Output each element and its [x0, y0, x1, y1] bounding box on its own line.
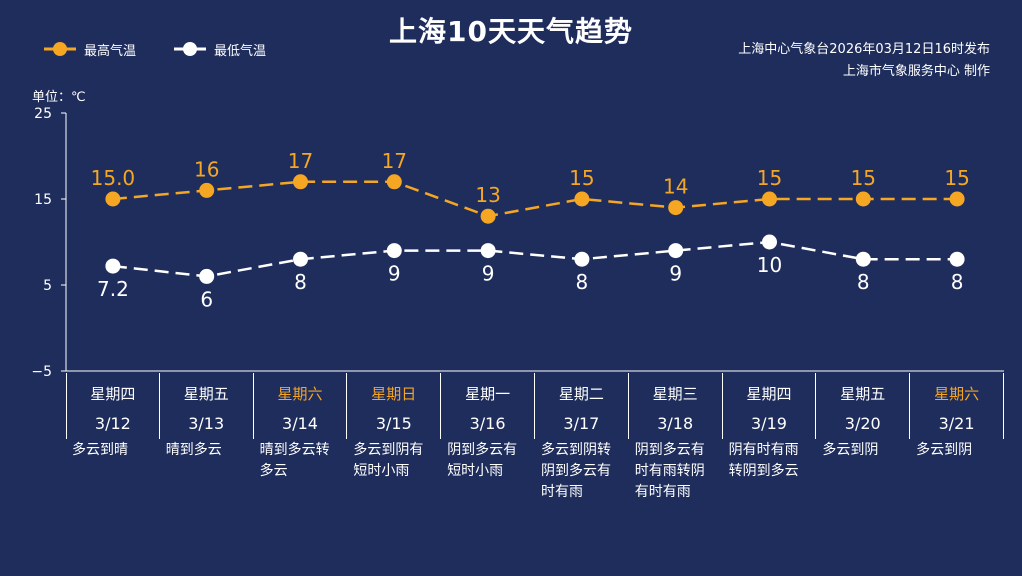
- day-column: 星期六 3/14: [254, 373, 348, 439]
- high-temp-point: [574, 191, 590, 207]
- weather-description: 晴到多云转多云: [259, 442, 330, 479]
- high-temp-point: [855, 191, 871, 207]
- high-temp-point: [668, 200, 684, 216]
- high-temp-point: [105, 191, 121, 207]
- low-temp-label: 9: [482, 262, 495, 286]
- high-temp-point: [293, 174, 308, 190]
- weather-description: 多云到阴有短时小雨: [353, 442, 424, 479]
- low-temp-point: [293, 251, 308, 267]
- low-temp-point: [105, 258, 121, 274]
- weather-description: 多云到阴: [822, 442, 879, 458]
- low-temp-point: [668, 243, 684, 259]
- high-temp-label: 15: [851, 166, 876, 190]
- day-column: 星期五 3/20: [816, 373, 911, 439]
- weather-desc-row: 多云到晴 晴到多云 晴到多云转多云 多云到阴有短时小雨 阴到多云有短时小雨 多云到阴转阴到…: [66, 440, 1004, 503]
- date-label: 3/16: [469, 414, 506, 433]
- day-column: 星期五 3/13: [160, 373, 254, 439]
- low-temp-label: 9: [669, 262, 682, 286]
- weather-description: 多云到晴: [72, 442, 128, 458]
- date-label: 3/15: [375, 414, 412, 433]
- high-temp-point: [199, 182, 215, 198]
- weather-description: 阴到多云有时有雨转阴有时有雨: [634, 442, 705, 500]
- low-temp-label: 8: [294, 270, 307, 294]
- high-temp-point: [949, 191, 965, 207]
- low-temp-label: 8: [857, 270, 870, 294]
- low-temp-label: 7.2: [97, 277, 129, 301]
- date-label: 3/20: [844, 414, 881, 433]
- weather-description: 多云到阴转阴到多云有时有雨: [540, 442, 611, 500]
- low-temp-line: [112, 240, 958, 278]
- weekday-label: 星期二: [558, 385, 604, 403]
- weather-description: 阴有时有雨转阴到多云: [728, 442, 799, 479]
- day-column: 星期四 3/19: [723, 373, 817, 439]
- weather-description: 晴到多云: [165, 442, 222, 458]
- low-temp-point: [949, 251, 965, 267]
- weekday-label: 星期六: [934, 385, 980, 403]
- weekday-label: 星期五: [183, 385, 229, 403]
- weekday-label: 星期三: [652, 385, 698, 403]
- date-label: 3/19: [751, 414, 787, 433]
- legend-low-label: 最低气温: [214, 43, 267, 59]
- low-temp-label: 9: [388, 262, 401, 286]
- weekday-label: 星期四: [90, 385, 136, 403]
- maker-text: 上海市气象服务中心 制作: [842, 64, 990, 79]
- weekday-label: 星期日: [371, 385, 417, 403]
- date-label: 3/12: [94, 414, 131, 433]
- day-column: 星期三 3/18: [629, 373, 723, 439]
- page-title: 上海10天天气趋势: [389, 15, 633, 48]
- high-temp-label: 17: [288, 149, 313, 173]
- day-table: 星期四 3/12 星期五 3/13 星期六 3/14 星期日 3/15 星期一 3/16 星期二 3/…: [66, 373, 1004, 439]
- day-column: 星期四 3/12: [66, 373, 160, 439]
- low-temp-point: [199, 268, 215, 284]
- low-temp-point: [855, 251, 871, 267]
- low-temp-label: 10: [757, 253, 782, 277]
- high-temp-label: 15: [944, 166, 969, 190]
- day-column: 星期二 3/17: [535, 373, 629, 439]
- unit-label: 单位：℃: [32, 90, 86, 105]
- legend-high: 最高气温: [42, 38, 136, 60]
- legend-high-marker-icon: [44, 42, 76, 56]
- low-temp-label: 8: [576, 270, 589, 294]
- low-temp-point: [480, 243, 496, 259]
- date-label: 3/13: [188, 414, 225, 433]
- high-temp-line: [112, 180, 958, 218]
- low-temp-label: 8: [951, 270, 964, 294]
- weather-description: 阴到多云有短时小雨: [447, 442, 518, 479]
- weekday-label: 星期五: [840, 385, 886, 403]
- legend-high-label: 最高气温: [84, 43, 137, 59]
- weekday-label: 星期六: [277, 385, 323, 403]
- issuer-text: 上海中心气象台2026年03月12日16时发布: [738, 42, 990, 57]
- day-column: 星期六 3/21: [910, 373, 1004, 439]
- high-temp-label: 16: [194, 157, 219, 181]
- low-temp-point: [574, 251, 590, 267]
- high-temp-label: 15.0: [91, 166, 136, 190]
- low-temp-point: [762, 234, 777, 250]
- weekday-label: 星期四: [746, 385, 792, 403]
- date-label: 3/18: [657, 414, 694, 433]
- low-temp-label: 6: [200, 287, 213, 311]
- y-tick-label: 5: [43, 278, 52, 294]
- low-temp-point: [386, 243, 402, 259]
- date-label: 3/17: [563, 414, 600, 433]
- high-temp-point: [480, 208, 496, 224]
- date-label: 3/21: [938, 414, 975, 433]
- high-temp-label: 15: [757, 166, 782, 190]
- weekday-label: 星期一: [465, 385, 511, 403]
- weather-description: 多云到阴: [916, 442, 973, 458]
- day-column: 星期一 3/16: [441, 373, 535, 439]
- legend-low-marker-icon: [174, 42, 206, 56]
- legend-low: 最低气温: [172, 38, 266, 60]
- high-temp-label: 14: [663, 175, 688, 199]
- high-temp-point: [386, 174, 402, 190]
- y-tick-label: 15: [34, 192, 52, 208]
- y-tick-label: −5: [31, 364, 52, 380]
- day-column: 星期日 3/15: [347, 373, 442, 439]
- date-label: 3/14: [282, 414, 318, 433]
- temperature-chart: 25 15 5 −5 15.0 16 17 17 13 15 14 15 15 15 7.2 6 8 9 9 8 9 10…: [31, 106, 1004, 380]
- high-temp-point: [762, 191, 777, 207]
- high-temp-label: 13: [475, 183, 500, 207]
- high-temp-label: 15: [569, 166, 594, 190]
- high-temp-label: 17: [382, 149, 407, 173]
- y-tick-label: 25: [34, 106, 52, 122]
